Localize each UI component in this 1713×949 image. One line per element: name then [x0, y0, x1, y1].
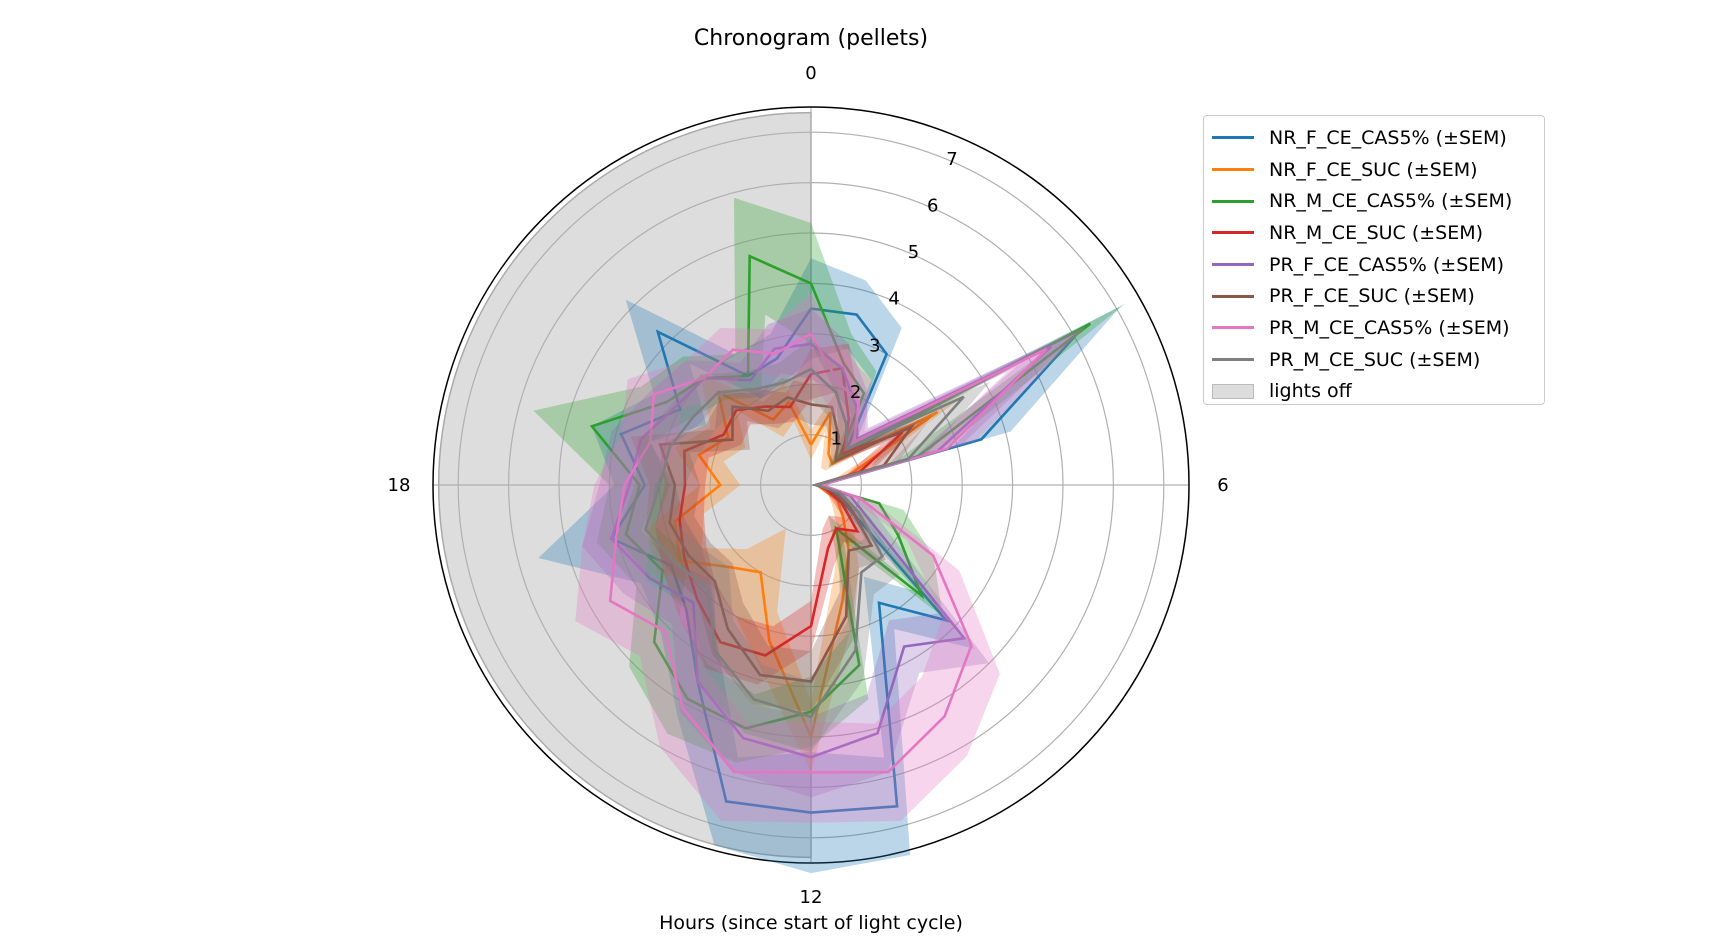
legend-item: PR_F_CE_CAS5% (±SEM) — [1212, 249, 1544, 281]
legend-item: PR_M_CE_CAS5% (±SEM) — [1212, 312, 1544, 344]
legend-item: PR_M_CE_SUC (±SEM) — [1212, 344, 1544, 376]
series-line-5 — [609, 342, 1052, 759]
legend-item: NR_M_CE_SUC (±SEM) — [1212, 217, 1544, 249]
legend-swatch — [1212, 199, 1254, 203]
polar-outer-ring — [432, 106, 1190, 864]
legend-swatch — [1212, 294, 1254, 298]
sem-band-2 — [645, 374, 960, 773]
series-layer — [533, 197, 1126, 874]
radial-tick-label: 5 — [908, 242, 919, 263]
legend-label: PR_F_CE_CAS5% (±SEM) — [1269, 253, 1505, 276]
legend-item: NR_M_CE_CAS5% (±SEM) — [1212, 185, 1544, 217]
series-line-6 — [658, 395, 916, 684]
legend-swatch — [1212, 383, 1254, 399]
sem-band-7 — [575, 293, 1086, 823]
chart-title: Chronogram (pellets) — [694, 26, 928, 51]
radial-tick-label: 4 — [888, 289, 899, 310]
legend: NR_F_CE_CAS5% (±SEM) NR_F_CE_SUC (±SEM) NR… — [1203, 115, 1545, 405]
legend-label: NR_F_CE_CAS5% (±SEM) — [1269, 126, 1507, 149]
legend-swatch — [1212, 358, 1254, 362]
legend-swatch — [1212, 263, 1254, 267]
x-axis-label: Hours (since start of light cycle) — [659, 912, 963, 934]
legend-label: PR_M_CE_SUC (±SEM) — [1269, 348, 1481, 371]
legend-item: NR_F_CE_CAS5% (±SEM) — [1212, 122, 1544, 154]
radial-tick-label: 3 — [869, 335, 880, 356]
legend-swatch — [1212, 136, 1254, 140]
series-line-3 — [589, 254, 1092, 730]
legend-item: PR_F_CE_SUC (±SEM) — [1212, 280, 1544, 312]
angle-tick-label: 6 — [1217, 475, 1228, 496]
angle-tick-label: 18 — [388, 475, 411, 496]
radial-tick-label: 2 — [850, 382, 861, 403]
angle-tick-label: 12 — [800, 887, 823, 908]
radial-tick-label: 1 — [831, 428, 842, 449]
legend-item: NR_F_CE_SUC (±SEM) — [1212, 154, 1544, 186]
legend-label: lights off — [1269, 380, 1352, 403]
angle-tick-label: 0 — [805, 63, 816, 84]
legend-item: lights off — [1212, 376, 1544, 408]
legend-label: NR_M_CE_CAS5% (±SEM) — [1269, 190, 1513, 213]
series-line-7 — [608, 332, 1048, 774]
series-line-8 — [644, 367, 965, 719]
legend-label: PR_F_CE_SUC (±SEM) — [1269, 285, 1475, 308]
radial-tick-label: 7 — [946, 149, 957, 170]
legend-swatch — [1212, 168, 1254, 172]
legend-label: PR_M_CE_CAS5% (±SEM) — [1269, 316, 1510, 339]
legend-label: NR_F_CE_SUC (±SEM) — [1269, 158, 1478, 181]
polar-grid — [432, 106, 1190, 864]
sem-band-6 — [630, 377, 934, 712]
sem-band-4 — [655, 343, 925, 685]
sem-band-8 — [616, 338, 990, 753]
radial-tick-label: 6 — [927, 196, 938, 217]
sem-band-1 — [538, 258, 1121, 874]
legend-label: NR_M_CE_SUC (±SEM) — [1269, 221, 1484, 244]
legend-swatch — [1212, 326, 1254, 330]
legend-swatch — [1212, 231, 1254, 235]
series-line-2 — [673, 389, 939, 742]
